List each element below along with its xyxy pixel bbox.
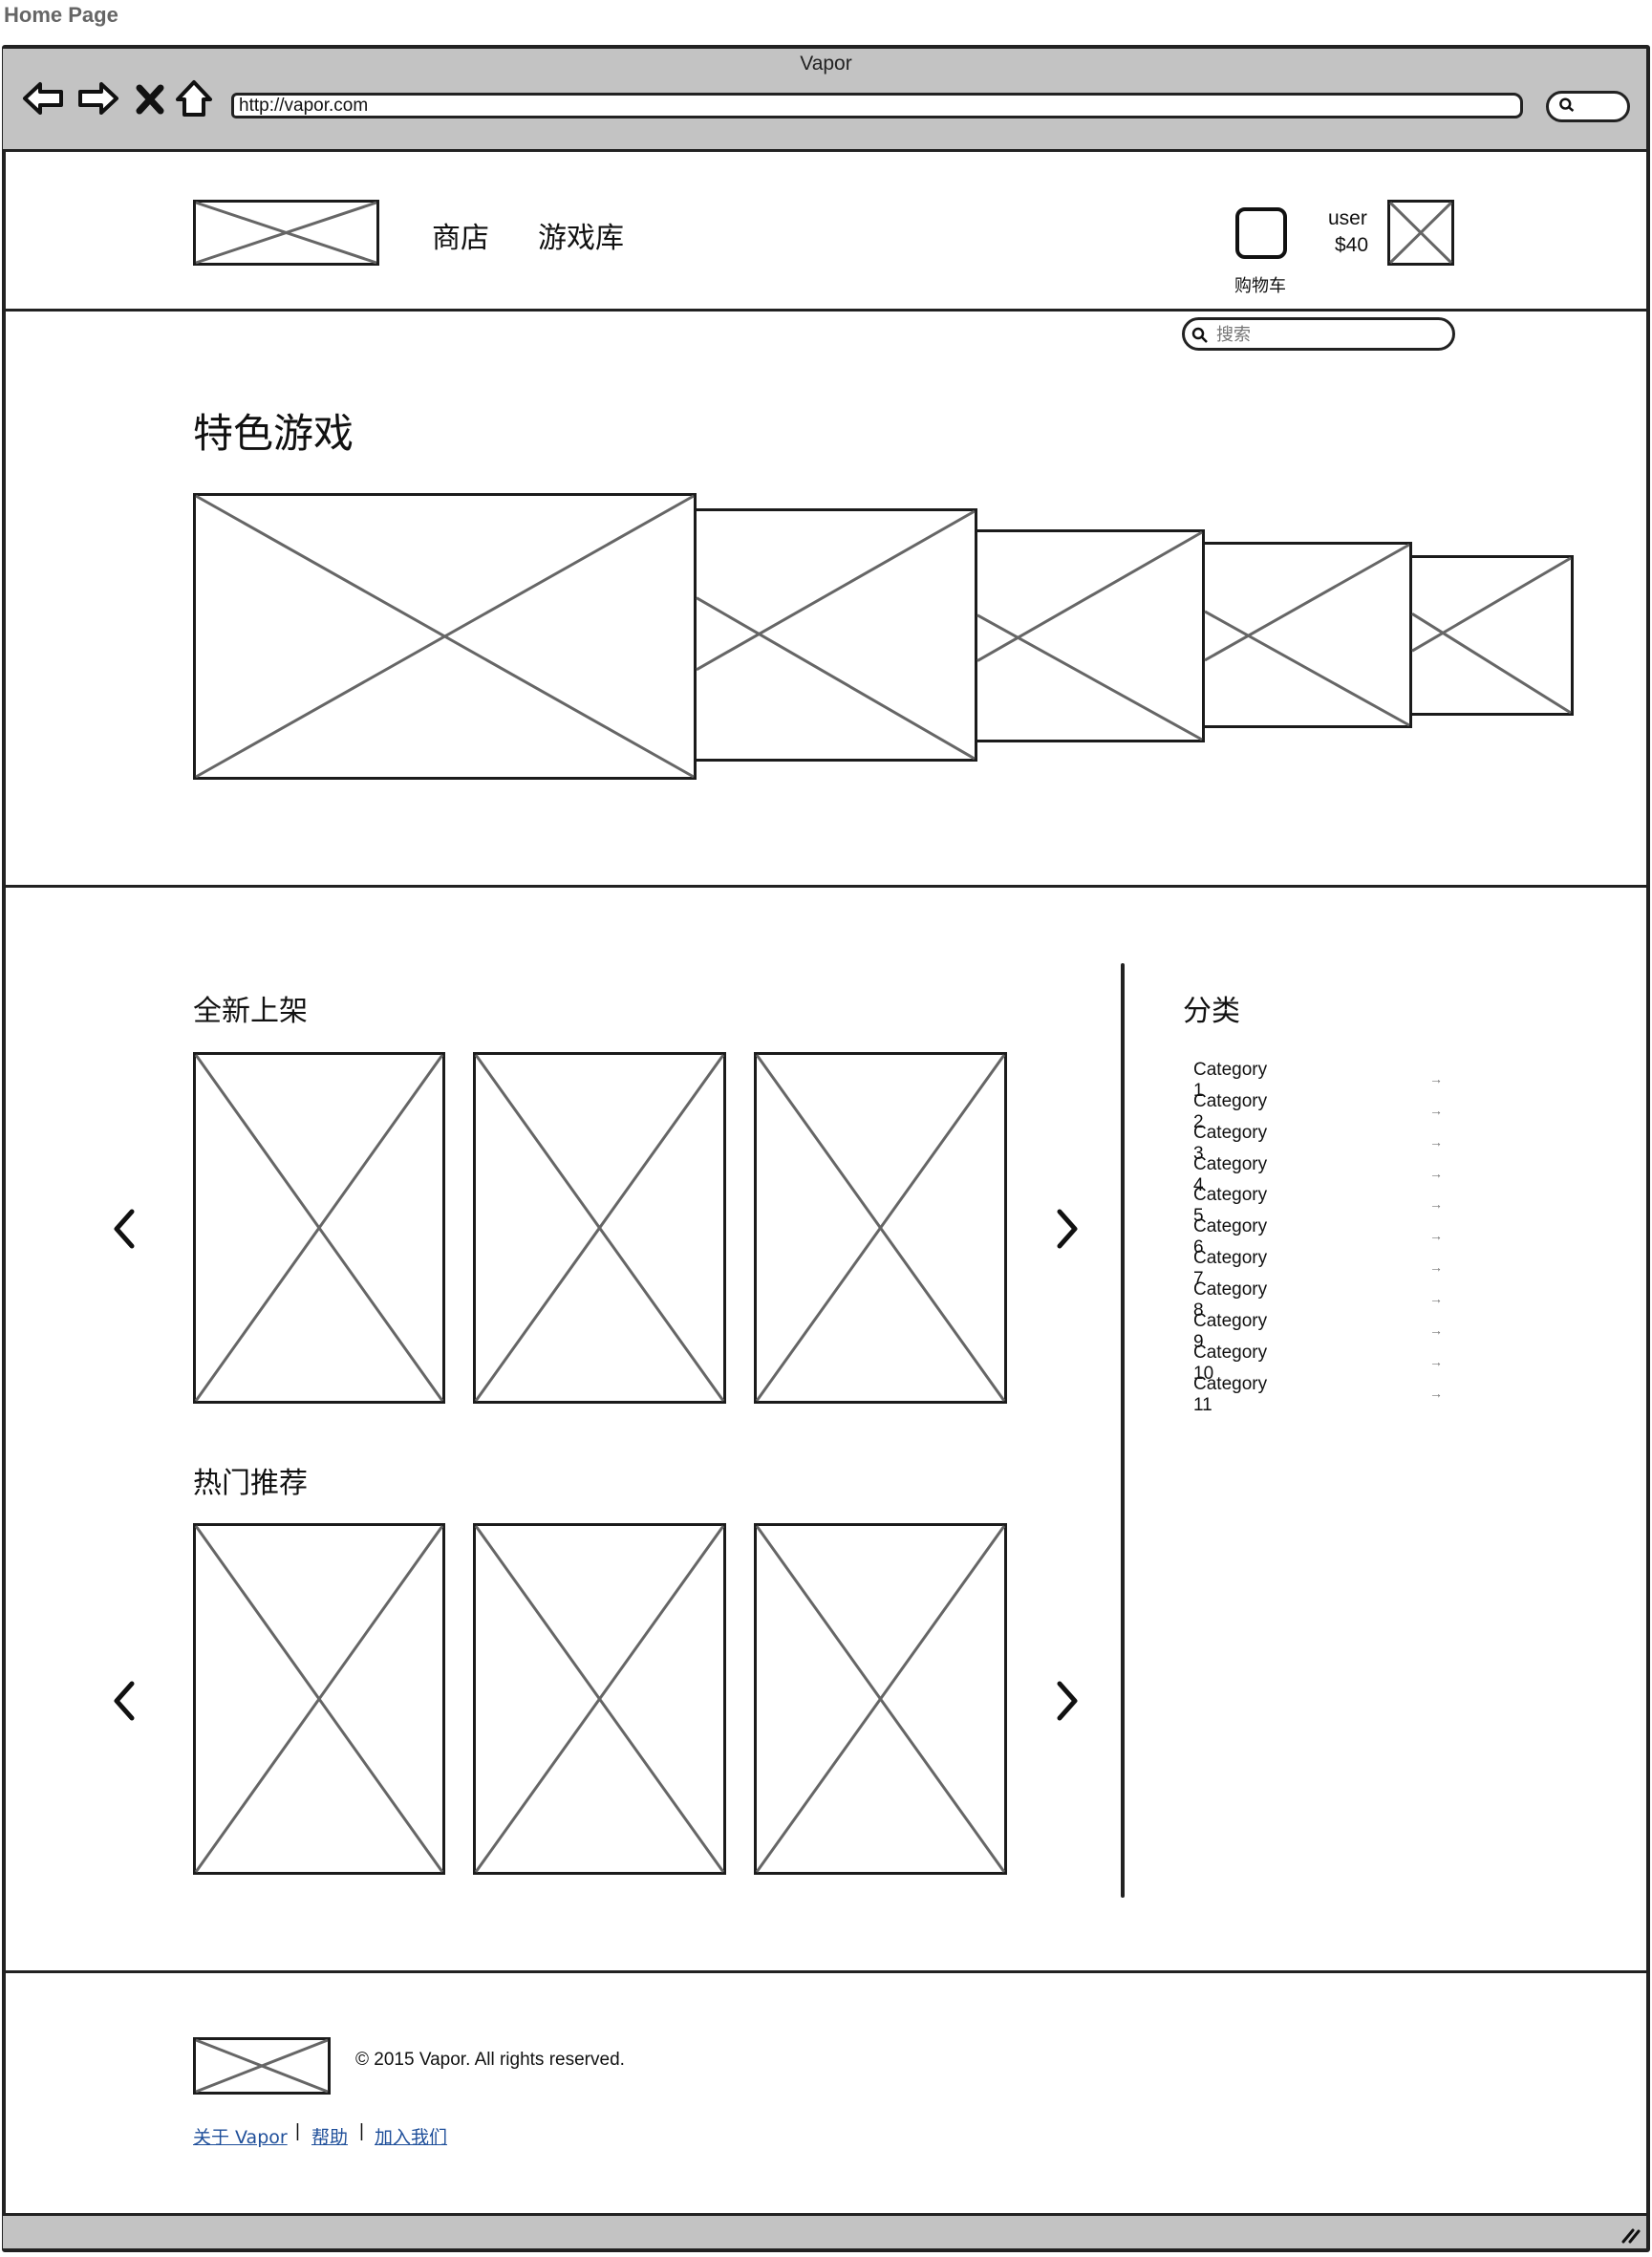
categories-title: 分类 bbox=[1183, 995, 1240, 1028]
link-arrow-icon: → bbox=[1429, 1166, 1443, 1181]
hot-item-1[interactable] bbox=[193, 1523, 445, 1875]
hot-item-3[interactable] bbox=[754, 1523, 1007, 1875]
featured-game-3[interactable] bbox=[975, 529, 1205, 742]
featured-game-5[interactable] bbox=[1409, 555, 1574, 716]
browser-statusbar bbox=[3, 2213, 1646, 2248]
category-item-8[interactable]: Category 8 bbox=[1193, 1279, 1268, 1321]
link-arrow-icon: → bbox=[1429, 1386, 1443, 1401]
category-item-11[interactable]: Category 11 bbox=[1193, 1374, 1268, 1415]
copyright-text: © 2015 Vapor. All rights reserved. bbox=[355, 2050, 625, 2070]
user-balance: $40 bbox=[1335, 234, 1369, 256]
hot-prev-icon[interactable] bbox=[111, 1680, 139, 1722]
address-bar[interactable] bbox=[231, 93, 1523, 118]
back-icon[interactable] bbox=[21, 76, 65, 120]
category-item-2[interactable]: Category 2 bbox=[1193, 1091, 1268, 1132]
address-bar-url[interactable]: http://vapor.com bbox=[239, 96, 369, 116]
stop-icon[interactable] bbox=[134, 76, 166, 120]
link-arrow-icon: → bbox=[1429, 1228, 1443, 1243]
user-name[interactable]: user bbox=[1328, 207, 1367, 229]
category-item-9[interactable]: Category 9 bbox=[1193, 1311, 1268, 1352]
user-avatar[interactable] bbox=[1387, 200, 1454, 266]
category-item-5[interactable]: Category 5 bbox=[1193, 1185, 1268, 1226]
footer-link-about[interactable]: 关于 Vapor bbox=[193, 2127, 288, 2148]
footer-logo bbox=[193, 2037, 331, 2095]
nav-library[interactable]: 游戏库 bbox=[538, 222, 624, 255]
cart-icon[interactable] bbox=[1235, 207, 1287, 259]
featured-game-1[interactable] bbox=[193, 493, 697, 780]
category-item-7[interactable]: Category 7 bbox=[1193, 1248, 1268, 1289]
browser-window bbox=[2, 45, 1650, 2252]
new-arrival-item-3[interactable] bbox=[754, 1052, 1007, 1404]
new-arrival-item-1[interactable] bbox=[193, 1052, 445, 1404]
site-search[interactable] bbox=[1182, 317, 1455, 351]
browser-title: Vapor bbox=[800, 53, 852, 75]
browser-search-icon bbox=[1559, 97, 1575, 112]
link-arrow-icon: → bbox=[1429, 1354, 1443, 1369]
featured-game-4[interactable] bbox=[1202, 542, 1412, 728]
new-arrivals-title: 全新上架 bbox=[193, 995, 308, 1028]
category-item-3[interactable]: Category 3 bbox=[1193, 1123, 1268, 1164]
search-input[interactable] bbox=[1216, 323, 1446, 346]
footer-separator: | bbox=[295, 2121, 300, 2141]
forward-icon[interactable] bbox=[76, 76, 120, 120]
content-divider bbox=[1121, 963, 1125, 1898]
page-label: Home Page bbox=[4, 3, 118, 27]
link-arrow-icon: → bbox=[1429, 1291, 1443, 1306]
footer-divider bbox=[3, 1970, 1646, 1973]
cart-label[interactable]: 购物车 bbox=[1234, 276, 1286, 296]
search-icon bbox=[1191, 327, 1208, 343]
site-logo[interactable] bbox=[193, 200, 379, 266]
link-arrow-icon: → bbox=[1429, 1196, 1443, 1212]
link-arrow-icon: → bbox=[1429, 1259, 1443, 1275]
hot-next-icon[interactable] bbox=[1052, 1680, 1081, 1722]
featured-divider bbox=[3, 885, 1646, 888]
nav-store[interactable]: 商店 bbox=[432, 222, 489, 255]
header-divider bbox=[3, 309, 1646, 312]
link-arrow-icon: → bbox=[1429, 1103, 1443, 1118]
link-arrow-icon: → bbox=[1429, 1071, 1443, 1086]
footer-separator: | bbox=[359, 2121, 364, 2141]
footer-link-join[interactable]: 加入我们 bbox=[375, 2127, 448, 2148]
new-arrivals-prev-icon[interactable] bbox=[111, 1208, 139, 1250]
new-arrival-item-2[interactable] bbox=[473, 1052, 726, 1404]
hot-item-2[interactable] bbox=[473, 1523, 726, 1875]
category-item-6[interactable]: Category 6 bbox=[1193, 1216, 1268, 1257]
browser-search-button[interactable] bbox=[1546, 91, 1630, 122]
home-icon[interactable] bbox=[172, 76, 216, 120]
category-item-10[interactable]: Category 10 bbox=[1193, 1343, 1268, 1384]
featured-title: 特色游戏 bbox=[193, 410, 354, 457]
resize-grip-icon[interactable] bbox=[1620, 2223, 1641, 2244]
category-item-1[interactable]: Category 1 bbox=[1193, 1060, 1268, 1101]
new-arrivals-next-icon[interactable] bbox=[1052, 1208, 1081, 1250]
category-item-4[interactable]: Category 4 bbox=[1193, 1154, 1268, 1195]
featured-game-2[interactable] bbox=[694, 508, 977, 762]
link-arrow-icon: → bbox=[1429, 1322, 1443, 1338]
footer-link-help[interactable]: 帮助 bbox=[311, 2127, 349, 2148]
link-arrow-icon: → bbox=[1429, 1134, 1443, 1150]
hot-title: 热门推荐 bbox=[193, 1467, 308, 1500]
